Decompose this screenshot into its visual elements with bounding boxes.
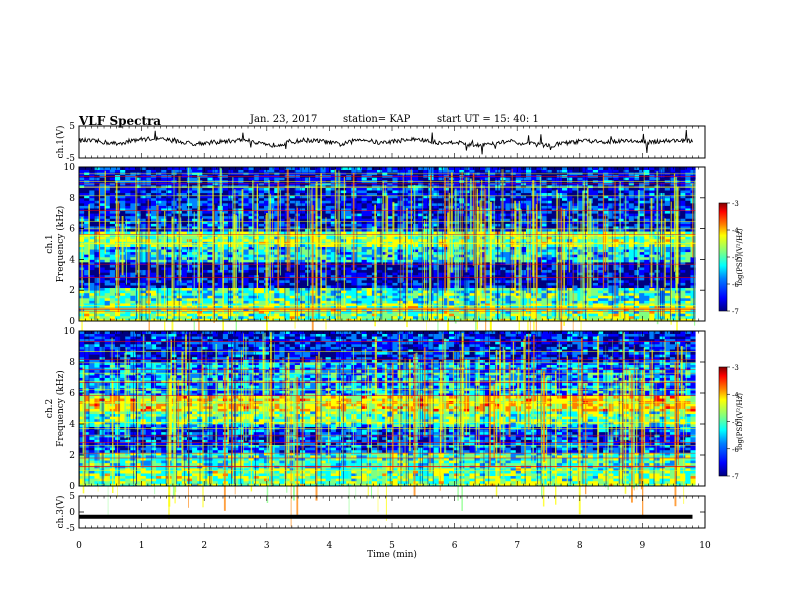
x-tick-label: 0 xyxy=(76,541,82,551)
y-tick-label: 0 xyxy=(69,508,75,518)
y-tick-label: 2 xyxy=(69,451,75,461)
x-tick-label: 1 xyxy=(139,541,145,551)
y-axis-label: Frequency (kHz) xyxy=(55,370,66,447)
x-tick-label: 4 xyxy=(327,541,333,551)
colorbar-tick-label: -6 xyxy=(732,281,739,289)
x-tick-label: 6 xyxy=(452,541,458,551)
x-tick-label: 7 xyxy=(514,541,520,551)
spectrogram-lines xyxy=(79,173,696,321)
plot-station: station= KAP xyxy=(343,114,411,125)
x-tick-label: 10 xyxy=(699,541,711,551)
y-tick-label: 2 xyxy=(69,286,75,296)
x-tick-label: 5 xyxy=(389,541,395,551)
colorbar-tick-label: -4 xyxy=(732,227,739,235)
y-axis-label: Frequency (kHz) xyxy=(55,206,66,283)
ch1-trace xyxy=(78,129,693,155)
colorbar-tick-label: -6 xyxy=(732,446,739,454)
y-tick-label: -5 xyxy=(66,154,75,164)
colorbar-tick-label: -3 xyxy=(732,364,739,372)
y-tick-label: 0 xyxy=(69,317,75,327)
colorbar-tick-label: -5 xyxy=(732,419,739,427)
colorbar-tick-label: -4 xyxy=(732,391,739,399)
y-tick-label: 5 xyxy=(69,492,75,502)
colorbar-label: log(PSD)(V²/Hz) xyxy=(736,228,744,285)
colorbar-tick-label: -3 xyxy=(732,200,739,208)
colorbar xyxy=(718,202,728,312)
no-data-region xyxy=(695,331,705,486)
y-tick-label: 0 xyxy=(69,482,75,492)
x-tick-label: 8 xyxy=(577,541,583,551)
y-tick-label: 5 xyxy=(69,122,75,132)
colorbar-tick-label: -5 xyxy=(732,254,739,262)
colorbar xyxy=(718,366,728,477)
colorbar-tick-label: -7 xyxy=(732,308,739,316)
y-tick-label: 6 xyxy=(69,225,75,235)
y-tick-label: -5 xyxy=(66,524,75,534)
y-axis-label: ch.1(V) xyxy=(55,126,66,159)
y-tick-label: 4 xyxy=(69,255,75,265)
y-tick-label: 10 xyxy=(64,163,76,173)
plot-title: VLF Spectra xyxy=(79,114,162,128)
no-data-region xyxy=(695,167,705,321)
y-tick-label: 4 xyxy=(69,420,75,430)
y-tick-label: 8 xyxy=(69,194,75,204)
y-tick-label: 8 xyxy=(69,358,75,368)
plot-date: Jan. 23, 2017 xyxy=(250,114,318,125)
panel-label: ch.1 xyxy=(45,234,55,253)
colorbar-tick-label: -7 xyxy=(732,473,739,481)
y-tick-label: 10 xyxy=(64,327,76,337)
colorbar-label: log(PSD)(V²/Hz) xyxy=(736,393,744,450)
x-axis-label: Time (min) xyxy=(367,549,417,560)
y-axis-label: ch.3(V) xyxy=(55,496,66,529)
x-tick-label: 2 xyxy=(201,541,207,551)
spectrogram-streaks xyxy=(81,167,697,362)
x-tick-label: 3 xyxy=(264,541,270,551)
plot-start-time: start UT = 15: 40: 1 xyxy=(437,114,539,125)
y-tick-label: 6 xyxy=(69,389,75,399)
panel-label: ch.2 xyxy=(45,399,55,418)
x-tick-label: 9 xyxy=(640,541,646,551)
spectrogram-lines xyxy=(79,341,696,486)
